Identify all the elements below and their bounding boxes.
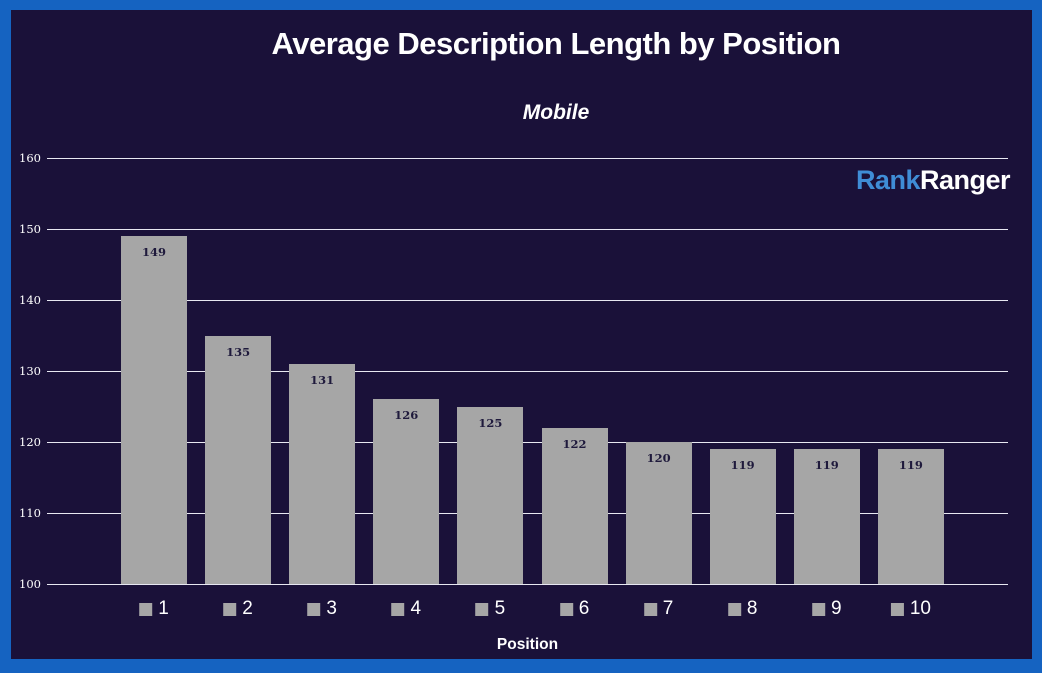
y-tick-label: 120 bbox=[19, 435, 41, 449]
bar-position-3: 131 bbox=[289, 363, 356, 584]
legend-label: 8 bbox=[746, 598, 758, 619]
legend-item-1: 1 bbox=[139, 598, 169, 620]
y-tick-label: 110 bbox=[19, 506, 41, 520]
bar-position-6: 122 bbox=[541, 427, 608, 584]
legend-item-7: 7 bbox=[643, 598, 674, 620]
bar-position-7: 120 bbox=[625, 442, 692, 584]
gridline-y150 bbox=[47, 229, 1008, 230]
gridline-y160 bbox=[47, 158, 1008, 159]
bar-value-label: 119 bbox=[898, 458, 923, 473]
legend-marker-icon bbox=[307, 602, 321, 616]
chart-title: Average Description Length by Position bbox=[271, 26, 841, 61]
y-tick-label: 160 bbox=[19, 151, 41, 165]
rankranger-logo-ranger: Ranger bbox=[919, 165, 1011, 195]
plot-area: 160 150 140 130 120 110 100 149 135 131 126 125 122 1… bbox=[19, 151, 1008, 591]
legend-item-3: 3 bbox=[307, 598, 337, 620]
x-axis-label: Position bbox=[496, 636, 559, 653]
legend-item-4: 4 bbox=[391, 598, 422, 620]
legend-marker-icon bbox=[643, 602, 657, 616]
bar-value-label: 120 bbox=[646, 451, 671, 465]
bar-value-label: 126 bbox=[394, 408, 419, 423]
y-tick-label: 140 bbox=[19, 293, 41, 307]
legend-label: 5 bbox=[494, 598, 506, 619]
legend-label: 4 bbox=[410, 598, 422, 619]
legend-item-8: 8 bbox=[727, 598, 758, 620]
bar-value-label: 125 bbox=[478, 415, 503, 430]
legend-label: 1 bbox=[158, 598, 169, 619]
legend-marker-icon bbox=[890, 602, 904, 616]
bar-position-10: 119 bbox=[877, 449, 944, 584]
legend-label: 10 bbox=[909, 598, 931, 619]
bar-value-label: 122 bbox=[562, 436, 587, 451]
rankranger-logo-rank: Rank bbox=[855, 165, 921, 195]
bar-position-9: 119 bbox=[793, 449, 860, 584]
legend-marker-icon bbox=[391, 602, 405, 616]
legend-marker-icon bbox=[223, 602, 237, 616]
gridline-y140 bbox=[47, 300, 1008, 301]
legend-item-2: 2 bbox=[223, 598, 253, 620]
legend-marker-icon bbox=[559, 602, 573, 616]
gridline-y110 bbox=[47, 513, 1008, 514]
bar-position-2: 135 bbox=[205, 335, 272, 584]
legend-item-9: 9 bbox=[812, 598, 842, 620]
legend-label: 7 bbox=[662, 598, 674, 619]
bar-position-5: 125 bbox=[457, 406, 524, 584]
bar-value-label: 135 bbox=[226, 344, 251, 359]
bar-position-4: 126 bbox=[373, 399, 440, 584]
legend-label: 2 bbox=[242, 598, 253, 619]
bar-value-label: 131 bbox=[310, 372, 335, 387]
legend-marker-icon bbox=[139, 602, 153, 616]
y-tick-label: 100 bbox=[19, 577, 41, 591]
legend-marker-icon bbox=[812, 602, 826, 616]
rankranger-logo: RankRanger bbox=[855, 165, 1011, 196]
legend-item-6: 6 bbox=[559, 598, 590, 620]
legend-label: 3 bbox=[326, 598, 337, 619]
legend-marker-icon bbox=[475, 602, 489, 616]
legend-label: 9 bbox=[831, 598, 842, 619]
bar-position-1: 149 bbox=[121, 236, 187, 584]
bar-value-label: 119 bbox=[814, 458, 839, 473]
bar-value-label: 149 bbox=[141, 245, 166, 260]
gridline-y100 bbox=[47, 584, 1008, 585]
legend: 1 2 3 4 5 6 7 8 9 10 bbox=[47, 598, 1008, 626]
legend-label: 6 bbox=[578, 598, 590, 619]
gridline-y130 bbox=[47, 371, 1008, 372]
bar-position-8: 119 bbox=[709, 449, 776, 584]
legend-marker-icon bbox=[727, 602, 741, 616]
gridline-y120 bbox=[47, 442, 1008, 443]
bar-value-label: 119 bbox=[730, 458, 755, 473]
legend-item-10: 10 bbox=[890, 598, 931, 620]
chart-subtitle: Mobile bbox=[522, 101, 590, 124]
legend-item-5: 5 bbox=[475, 598, 506, 620]
y-tick-label: 130 bbox=[19, 364, 41, 378]
y-tick-label: 150 bbox=[19, 222, 41, 236]
